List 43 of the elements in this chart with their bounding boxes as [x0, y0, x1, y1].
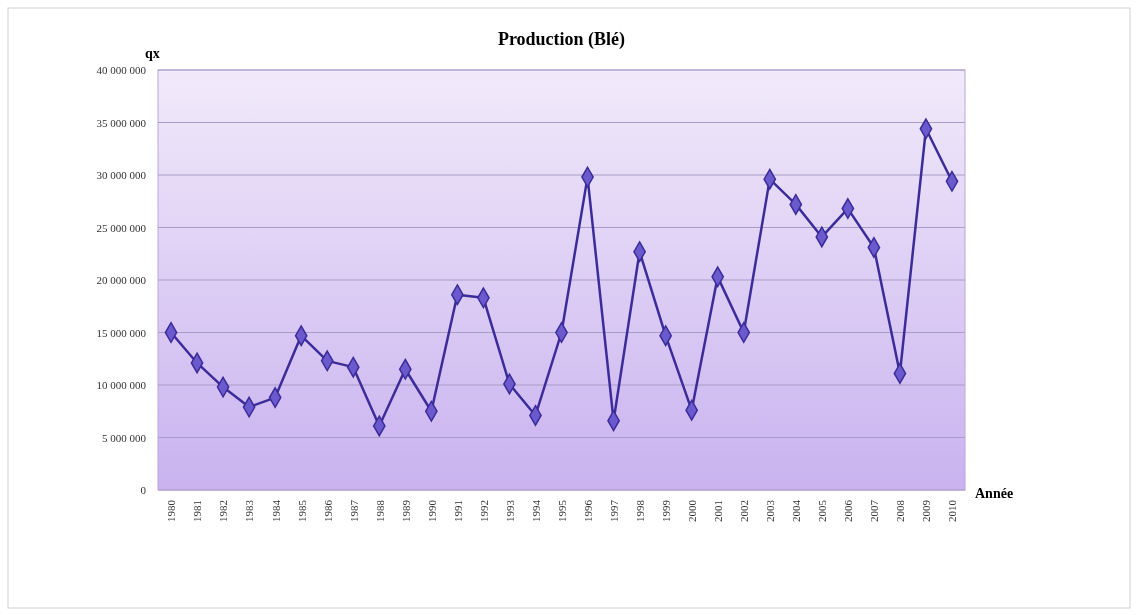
x-tick-label: 1990 — [425, 499, 438, 522]
x-tick-label: 2004 — [790, 499, 803, 522]
x-tick-label: 2001 — [712, 500, 725, 522]
x-axis-title: Année — [975, 486, 1014, 501]
x-tick-label: 2006 — [842, 499, 855, 522]
y-tick-label: 0 — [140, 484, 147, 497]
x-tick-label: 1982 — [217, 500, 230, 522]
x-tick-label: 1981 — [191, 500, 204, 522]
y-tick-label: 20 000 000 — [96, 274, 147, 287]
x-tick-label: 1980 — [165, 499, 178, 522]
x-tick-label: 2003 — [764, 499, 777, 522]
x-tick-label: 1988 — [373, 499, 386, 522]
x-tick-label: 1993 — [503, 499, 516, 522]
x-tick-label: 1994 — [529, 499, 542, 522]
x-tick-label: 1997 — [607, 499, 620, 522]
y-tick-label: 5 000 000 — [102, 431, 147, 444]
y-tick-label: 15 000 000 — [96, 326, 147, 339]
x-tick-label: 1983 — [243, 499, 256, 522]
y-tick-label: 25 000 000 — [96, 221, 147, 234]
x-tick-label: 1986 — [321, 499, 334, 522]
y-axis-title: qx — [145, 46, 160, 61]
x-tick-label: 2005 — [816, 499, 829, 522]
x-tick-label: 2010 — [946, 499, 959, 522]
x-tick-label: 1991 — [451, 500, 464, 522]
y-tick-label: 30 000 000 — [96, 169, 147, 182]
y-tick-label: 35 000 000 — [96, 116, 147, 129]
x-tick-label: 1987 — [347, 499, 360, 522]
x-tick-label: 1984 — [269, 499, 282, 522]
x-tick-label: 2007 — [868, 499, 881, 522]
x-tick-label: 1985 — [295, 499, 308, 522]
chart-title: Production (Blé) — [497, 29, 626, 50]
x-tick-label: 1996 — [581, 499, 594, 522]
x-tick-label: 1998 — [633, 499, 646, 522]
x-tick-label: 1992 — [477, 500, 490, 522]
x-tick-label: 2002 — [738, 500, 751, 522]
y-tick-label: 40 000 000 — [96, 64, 147, 77]
x-tick-label: 2009 — [920, 499, 933, 522]
y-tick-label: 10 000 000 — [96, 379, 147, 392]
x-tick-label: 1995 — [555, 499, 568, 522]
x-tick-label: 1999 — [659, 499, 672, 522]
x-tick-label: 2008 — [894, 499, 907, 522]
x-tick-label: 1989 — [399, 499, 412, 522]
x-tick-label: 2000 — [686, 499, 699, 522]
